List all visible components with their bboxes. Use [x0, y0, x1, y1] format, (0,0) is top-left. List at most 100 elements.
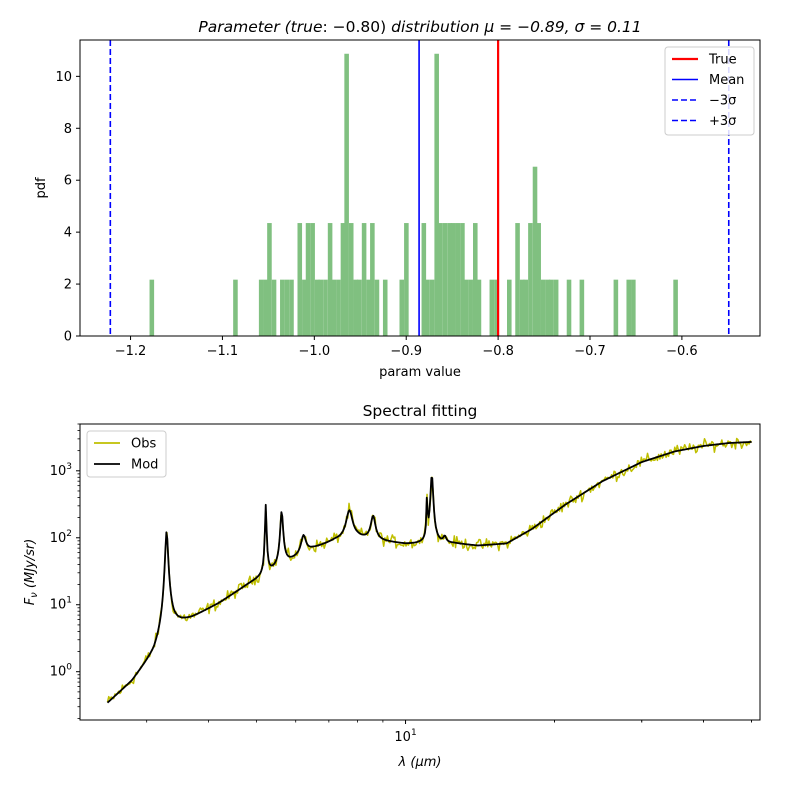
histogram-bar [579, 279, 585, 336]
histogram-bar [613, 279, 619, 336]
legend-box [664, 46, 755, 136]
legend-label: Mean [709, 73, 744, 88]
legend-label: +3σ [709, 114, 736, 129]
histogram-bar [626, 279, 632, 336]
legend-label: Obs [131, 437, 156, 452]
y-tick-label: 2 [64, 278, 72, 293]
histogram-bar [545, 279, 551, 336]
title-part-a: Parameter (true [198, 18, 322, 36]
histogram-bar [536, 223, 541, 336]
histogram-x-ticks: −1.2 −1.1 −1.0 −0.9 −0.8 −0.7 −0.6 [115, 336, 698, 359]
title-part-b: : −0.80) [323, 18, 387, 36]
y-tick-label: 4 [64, 226, 72, 241]
histogram-bar [382, 279, 388, 336]
x-tick-label: 101 [394, 728, 416, 745]
y-tick-label: 8 [64, 122, 72, 137]
histogram-bar [336, 279, 341, 336]
histogram-bar [463, 279, 469, 336]
x-tick-label: −0.9 [390, 344, 422, 359]
y-tick-base: 10 [50, 531, 67, 546]
title-part-c: distribution μ = −0.89, σ = 0.11 [386, 18, 641, 36]
histogram-bar [271, 279, 277, 336]
y-tick-base: 10 [50, 598, 67, 613]
histogram-bar [438, 223, 443, 336]
histogram-bar [507, 279, 512, 336]
y-tick-exponent: 0 [66, 663, 72, 673]
model-spectrum-line [106, 441, 752, 704]
histogram-bar [258, 279, 264, 336]
histogram-bar [519, 279, 525, 336]
histogram-bar [566, 279, 572, 336]
spectral-x-ticks: 101 [146, 720, 752, 745]
spectral-x-label: λ (μm) [398, 755, 442, 770]
histogram-bar [289, 279, 294, 336]
histogram-bar [473, 223, 478, 336]
histogram-bar [331, 279, 337, 336]
y-tick-exponent: 2 [66, 529, 72, 539]
legend-label: −3σ [709, 94, 736, 109]
histogram-bar [318, 279, 324, 336]
histogram-bar [455, 223, 461, 336]
histogram-y-ticks: 0 2 4 6 8 10 [55, 70, 80, 345]
x-tick-label: −1.0 [299, 344, 331, 359]
histogram-bar [549, 279, 554, 336]
histogram-bar [344, 53, 349, 336]
observed-spectrum-line [106, 437, 753, 703]
histogram-bar [515, 223, 520, 336]
histogram-bar [523, 279, 529, 336]
histogram-bar [149, 279, 155, 336]
spectral-y-label: Fν (MJy/sr) [23, 539, 40, 606]
spectral-y-label-subscript: ν [29, 592, 40, 598]
histogram-axes-frame [79, 39, 761, 337]
histogram-bar [421, 223, 427, 336]
histogram-bar [323, 279, 328, 336]
histogram-bar [450, 223, 456, 336]
y-tick-exponent: 3 [66, 462, 72, 472]
histogram-bar [340, 223, 346, 336]
x-tick-label: −1.2 [115, 344, 147, 359]
histogram-bar [284, 279, 290, 336]
histogram-bar [233, 279, 238, 336]
spectral-series [106, 437, 753, 704]
spectral-x-label-symbol: λ [398, 755, 407, 770]
histogram-bar [357, 279, 362, 336]
y-tick-label: 10 [55, 70, 72, 85]
histogram-bar [476, 279, 482, 336]
histogram-bar [305, 223, 311, 336]
histogram-bar [541, 279, 546, 336]
x-tick-label: −0.8 [482, 344, 514, 359]
spectral-axes-frame [79, 423, 761, 721]
histogram-y-label: pdf [34, 177, 49, 199]
histogram-bar [425, 279, 430, 336]
histogram-bar [553, 279, 559, 336]
histogram-bar [310, 223, 315, 336]
histogram-bar [447, 223, 452, 336]
histogram-bar [673, 279, 678, 336]
histogram-bar [297, 223, 303, 336]
spectral-title: Spectral fitting [363, 402, 478, 420]
x-tick-base: 10 [394, 730, 411, 745]
histogram-bar [374, 279, 380, 336]
legend-label: True [708, 53, 737, 68]
histogram-bar [366, 279, 371, 336]
y-tick-label: 6 [64, 174, 72, 189]
histogram-bar [404, 223, 409, 336]
histogram-x-label: param value [379, 365, 461, 380]
histogram-legend: True Mean −3σ +3σ [664, 46, 755, 136]
histogram-bar [361, 223, 367, 336]
histogram-bar [489, 279, 495, 336]
histogram-bar [327, 223, 333, 336]
histogram-bar [434, 53, 439, 336]
histogram-bar [442, 223, 448, 336]
y-tick-base: 10 [50, 665, 67, 680]
histogram-bar [399, 279, 405, 336]
histogram-bar [528, 223, 533, 336]
histogram-bar [494, 279, 499, 336]
histogram-bar [280, 279, 285, 336]
x-tick-label: −1.1 [207, 344, 239, 359]
histogram-bar [429, 279, 435, 336]
histogram-bar [314, 279, 320, 336]
x-tick-label: −0.7 [574, 344, 606, 359]
